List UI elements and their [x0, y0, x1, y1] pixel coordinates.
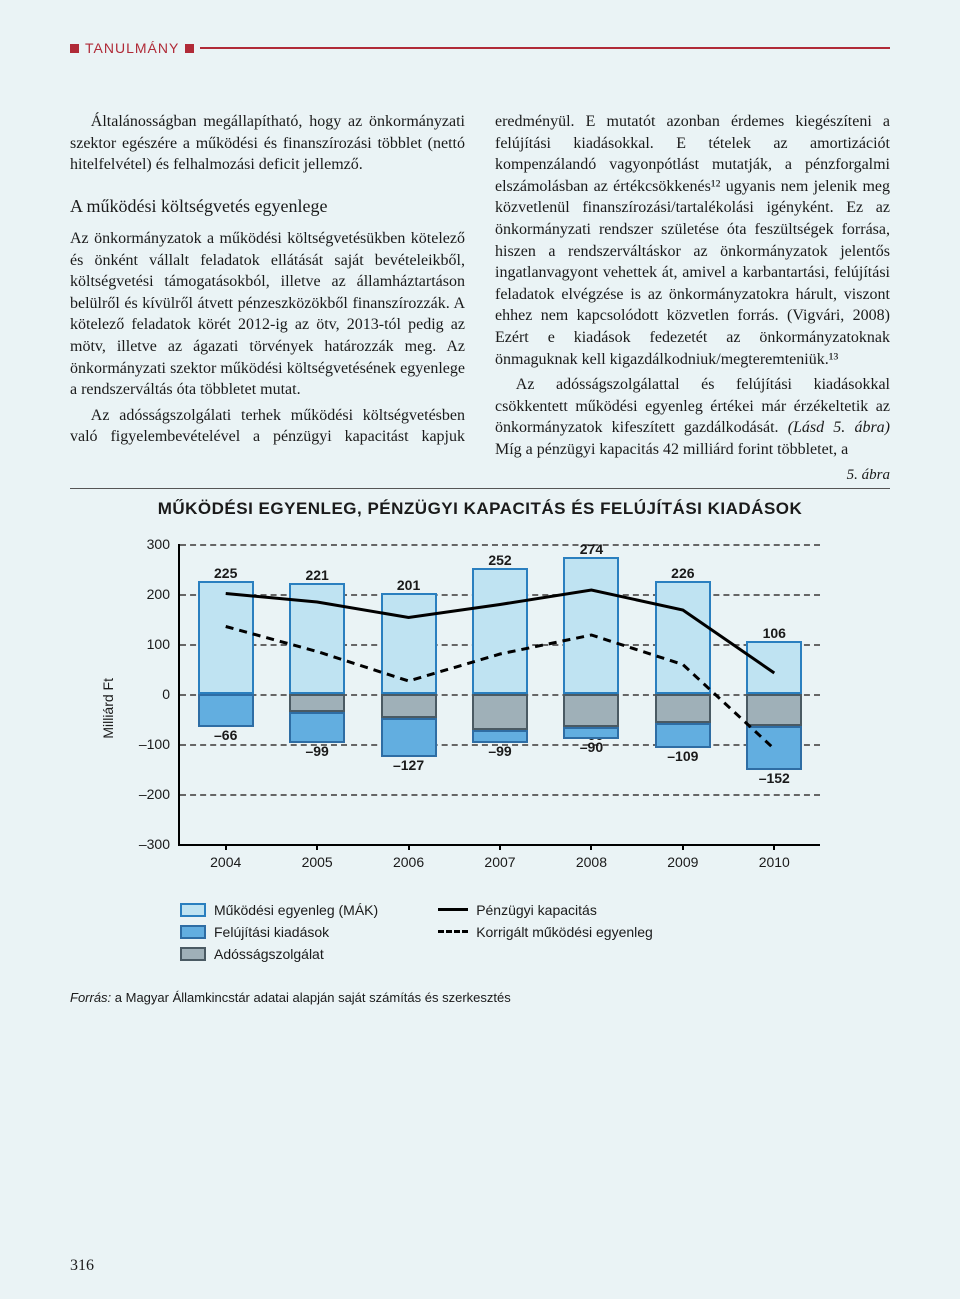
- bar-value: –66: [214, 727, 237, 743]
- tag-rule: [200, 47, 890, 49]
- chart-container: Milliárd Ft 225221201252274226106–24–37–…: [70, 544, 890, 874]
- swatch: [438, 930, 468, 933]
- subheading: A működési költségvetés egyenlege: [70, 194, 465, 218]
- tag-text: TANULMÁNY: [85, 40, 179, 56]
- legend-label: Adósságszolgálat: [214, 946, 324, 962]
- bar: –48: [381, 694, 437, 718]
- paragraph: Általánosságban megállapítható, hogy az …: [70, 111, 465, 176]
- bar: –127: [381, 718, 437, 758]
- bar: –99: [289, 712, 345, 743]
- legend-label: Pénzügyi kapacitás: [476, 902, 597, 918]
- y-axis-label: Milliárd Ft: [100, 678, 116, 739]
- bar: –66: [198, 694, 254, 727]
- bar: 252: [472, 568, 528, 694]
- bar: 201: [381, 593, 437, 694]
- bar: 226: [655, 581, 711, 694]
- x-tick: 2007: [484, 854, 515, 870]
- page-number: 316: [70, 1257, 94, 1275]
- legend-label: Korrigált működési egyenleg: [476, 924, 653, 940]
- bar: 274: [563, 557, 619, 694]
- x-tick: 2010: [759, 854, 790, 870]
- bar-value: 274: [580, 541, 603, 557]
- source-text: a Magyar Államkincstár adatai alapján sa…: [111, 990, 511, 1005]
- bar-value: –99: [305, 743, 328, 759]
- paragraph: Az adósságszolgálattal és felújítási kia…: [495, 374, 890, 460]
- bar-value: –127: [393, 757, 424, 773]
- x-tick: 2006: [393, 854, 424, 870]
- figure-rule: [70, 488, 890, 489]
- bar-value: 252: [488, 552, 511, 568]
- bar-value: 225: [214, 565, 237, 581]
- source-prefix: Forrás:: [70, 990, 111, 1005]
- bar-value: 226: [671, 565, 694, 581]
- x-tick: 2009: [667, 854, 698, 870]
- text-run: Míg a pénzügyi kapacitás 42 milliárd for…: [495, 441, 848, 458]
- legend-label: Felújítási kiadások: [214, 924, 329, 940]
- bar-value: 106: [763, 625, 786, 641]
- y-tick: –100: [130, 736, 170, 752]
- y-tick: 200: [130, 586, 170, 602]
- legend-item: Felújítási kiadások: [180, 924, 378, 940]
- x-tick: 2004: [210, 854, 241, 870]
- bar-value: 221: [305, 567, 328, 583]
- y-tick: –200: [130, 786, 170, 802]
- y-tick: 300: [130, 536, 170, 552]
- bar-value: –99: [488, 743, 511, 759]
- bar-value: –152: [759, 770, 790, 786]
- bar: –64: [746, 694, 802, 726]
- bar: –109: [655, 723, 711, 749]
- bar-value: –109: [667, 748, 698, 764]
- section-tag: TANULMÁNY: [70, 40, 890, 56]
- body-columns: Általánosságban megállapítható, hogy az …: [70, 111, 890, 461]
- bar: –99: [472, 730, 528, 743]
- x-tick: 2008: [576, 854, 607, 870]
- swatch: [438, 908, 468, 911]
- x-tick: 2005: [302, 854, 333, 870]
- tag-square: [70, 44, 79, 53]
- y-tick: 0: [130, 686, 170, 702]
- bar-value: –90: [580, 739, 603, 755]
- y-tick: –300: [130, 836, 170, 852]
- bar-line-chart: 225221201252274226106–24–37–48–73–66–58–…: [128, 544, 828, 874]
- bar: –37: [289, 694, 345, 713]
- bar: –66: [563, 694, 619, 727]
- bar: 106: [746, 641, 802, 694]
- legend-item: Pénzügyi kapacitás: [438, 902, 653, 918]
- text-italic: (Lásd 5. ábra): [788, 419, 890, 436]
- y-tick: 100: [130, 636, 170, 652]
- bar: –73: [472, 694, 528, 731]
- legend-label: Működési egyenleg (MÁK): [214, 902, 378, 918]
- figure-source: Forrás: a Magyar Államkincstár adatai al…: [70, 990, 890, 1005]
- bar: –152: [746, 726, 802, 770]
- paragraph: Az önkormányzatok a működési költségveté…: [70, 228, 465, 401]
- legend-item: Korrigált működési egyenleg: [438, 924, 653, 940]
- swatch: [180, 947, 206, 961]
- swatch: [180, 903, 206, 917]
- bar: 221: [289, 583, 345, 694]
- bar: 225: [198, 581, 254, 694]
- bar: –58: [655, 694, 711, 723]
- legend-item: Adósságszolgálat: [180, 946, 378, 962]
- swatch: [180, 925, 206, 939]
- legend: Működési egyenleg (MÁK) Felújítási kiadá…: [180, 902, 890, 962]
- legend-item: Működési egyenleg (MÁK): [180, 902, 378, 918]
- bar: –90: [563, 727, 619, 739]
- figure-label: 5. ábra: [70, 467, 890, 484]
- bar-value: 201: [397, 577, 420, 593]
- tag-square: [185, 44, 194, 53]
- figure-title: Működési egyenleg, pénzügyi kapacitás és…: [70, 499, 890, 519]
- plot-area: 225221201252274226106–24–37–48–73–66–58–…: [178, 544, 820, 846]
